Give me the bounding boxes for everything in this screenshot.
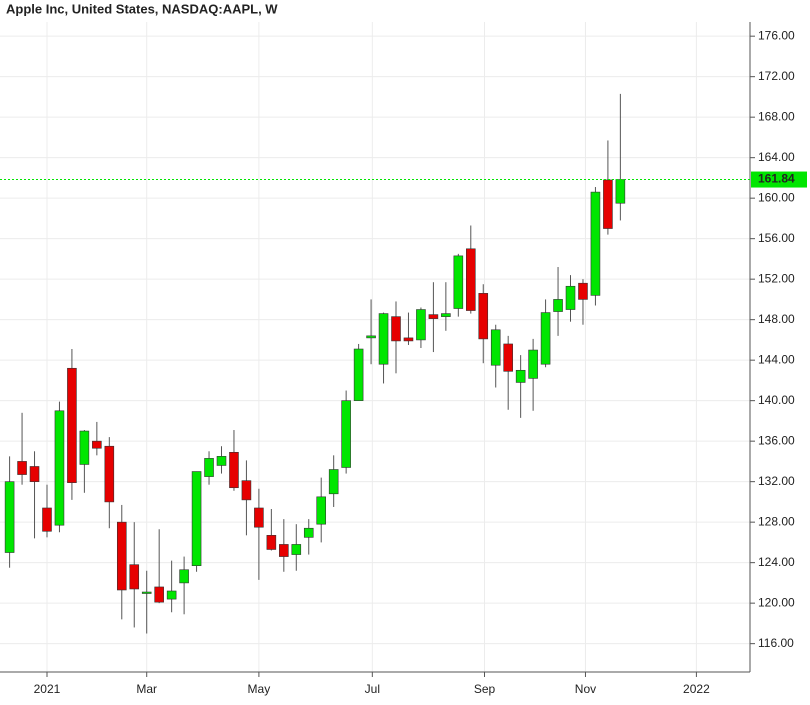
x-tick-label: Mar <box>136 682 157 696</box>
y-tick-label: 156.00 <box>758 231 795 245</box>
candle-body <box>403 337 414 342</box>
candle-body <box>603 179 613 229</box>
candle-body <box>216 456 227 466</box>
x-tick-label: Nov <box>575 682 596 696</box>
candle-body <box>540 312 551 365</box>
candle-body <box>266 535 277 550</box>
candle-body <box>353 348 364 401</box>
candle-body <box>378 313 389 365</box>
candle-body <box>615 179 626 204</box>
candle-body <box>441 313 451 317</box>
candle-body <box>366 335 376 339</box>
candle-body <box>316 496 327 525</box>
y-tick-label: 144.00 <box>758 352 795 366</box>
x-tick-label: 2021 <box>34 682 61 696</box>
candle-body <box>578 282 588 300</box>
candle-body <box>204 458 214 477</box>
candle-body <box>328 469 339 495</box>
candle-body <box>67 367 77 483</box>
y-tick-label: 132.00 <box>758 474 795 488</box>
candle-body <box>116 521 127 591</box>
candle-body <box>141 591 152 594</box>
candle-body <box>229 451 239 489</box>
y-tick-label: 116.00 <box>758 636 794 650</box>
candle-body <box>490 329 501 366</box>
candle-body <box>466 248 476 311</box>
candle-body <box>503 343 513 372</box>
candle-body <box>191 471 202 566</box>
y-tick-label: 152.00 <box>758 271 795 285</box>
candle-body <box>391 316 401 342</box>
candle-body <box>428 314 439 319</box>
candle-body <box>79 430 90 465</box>
candle-body <box>92 440 102 449</box>
y-tick-label: 128.00 <box>758 514 795 528</box>
candle-body <box>416 309 426 341</box>
y-tick-label: 120.00 <box>758 595 795 609</box>
candle-body <box>341 400 351 468</box>
candle-body <box>54 410 65 526</box>
candle-body <box>29 466 40 482</box>
candle-body <box>478 293 489 340</box>
y-tick-label: 148.00 <box>758 312 795 326</box>
candle-body <box>254 507 264 528</box>
y-tick-label: 164.00 <box>758 150 795 164</box>
candle-body <box>279 544 289 557</box>
candle-body <box>166 590 177 600</box>
candle-body <box>553 299 563 312</box>
candle-body <box>104 445 115 503</box>
candle-body <box>515 369 526 383</box>
y-tick-label: 160.00 <box>758 190 795 204</box>
y-tick-label: 172.00 <box>758 69 795 83</box>
y-tick-label: 140.00 <box>758 393 795 407</box>
x-tick-label: 2022 <box>683 682 710 696</box>
chart-title: Apple Inc, United States, NASDAQ:AAPL, W <box>6 1 278 16</box>
y-tick-label: 168.00 <box>758 109 795 123</box>
candle-body <box>303 527 314 538</box>
candle-body <box>17 461 27 475</box>
x-tick-label: May <box>248 682 271 696</box>
candle-body <box>4 481 15 553</box>
candle-body <box>528 349 538 379</box>
last-price-box <box>751 171 807 188</box>
last-price-label: 161.84 <box>758 172 795 186</box>
candle-body <box>154 586 164 603</box>
candle-body <box>590 191 601 296</box>
y-tick-label: 136.00 <box>758 433 795 447</box>
candle-body <box>241 480 252 501</box>
y-tick-label: 124.00 <box>758 555 795 569</box>
x-tick-label: Sep <box>474 682 496 696</box>
candle-body <box>42 507 52 532</box>
candle-body <box>453 255 464 309</box>
candle-body <box>179 569 189 584</box>
candle-body <box>565 285 576 310</box>
candle-body <box>291 544 302 555</box>
y-tick-label: 176.00 <box>758 28 795 42</box>
candle-body <box>129 564 140 590</box>
x-tick-label: Jul <box>365 682 380 696</box>
